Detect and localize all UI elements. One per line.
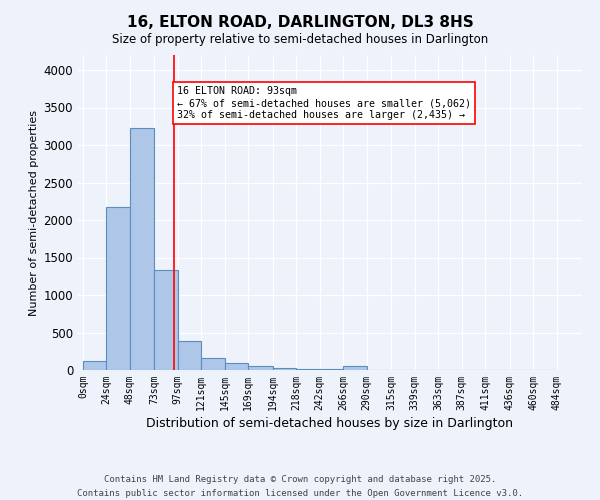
Bar — [154, 270, 178, 370]
Bar — [273, 368, 296, 370]
Y-axis label: Number of semi-detached properties: Number of semi-detached properties — [29, 110, 40, 316]
Bar — [248, 366, 273, 370]
Text: Size of property relative to semi-detached houses in Darlington: Size of property relative to semi-detach… — [112, 32, 488, 46]
Bar — [320, 369, 343, 370]
Bar — [106, 206, 130, 370]
Bar — [296, 368, 320, 370]
Text: Contains HM Land Registry data © Crown copyright and database right 2025.
Contai: Contains HM Land Registry data © Crown c… — [77, 476, 523, 498]
X-axis label: Distribution of semi-detached houses by size in Darlington: Distribution of semi-detached houses by … — [146, 417, 514, 430]
Bar — [130, 128, 154, 370]
Bar — [343, 366, 367, 370]
Bar — [202, 358, 225, 370]
Bar — [225, 362, 248, 370]
Bar — [83, 361, 106, 370]
Text: 16, ELTON ROAD, DARLINGTON, DL3 8HS: 16, ELTON ROAD, DARLINGTON, DL3 8HS — [127, 15, 473, 30]
Bar — [178, 341, 202, 370]
Text: 16 ELTON ROAD: 93sqm
← 67% of semi-detached houses are smaller (5,062)
32% of se: 16 ELTON ROAD: 93sqm ← 67% of semi-detac… — [177, 86, 471, 120]
